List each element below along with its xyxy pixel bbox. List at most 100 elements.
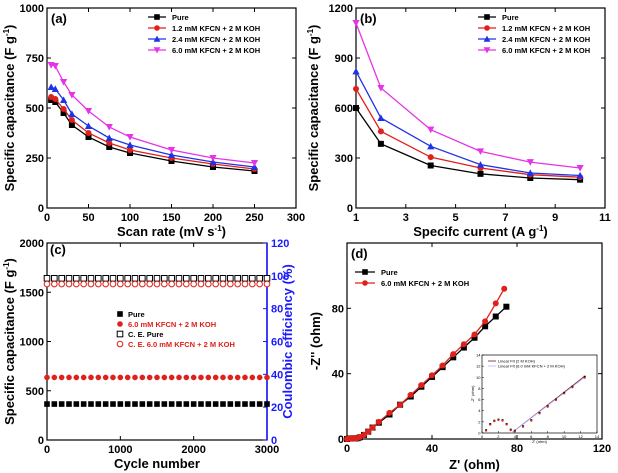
data-point [84, 108, 93, 115]
x-tick-label: 300 [287, 212, 305, 224]
data-point [241, 280, 249, 288]
data-point [146, 401, 153, 407]
data-point [397, 401, 404, 408]
data-point [183, 401, 190, 407]
data-point [161, 374, 168, 381]
data-point [109, 280, 117, 288]
data-point [219, 280, 227, 288]
data-point [375, 418, 382, 425]
data-point [168, 374, 175, 381]
inset-x-tick-label: 12 [578, 434, 583, 439]
data-point [132, 374, 138, 381]
data-point [264, 401, 270, 407]
series [48, 97, 258, 174]
data-point [102, 274, 109, 282]
data-point [131, 280, 139, 288]
data-point [492, 313, 499, 320]
data-point [361, 431, 367, 438]
legend-label: C. E. Pure [128, 330, 163, 339]
data-point [51, 85, 59, 92]
y-tick-label: 2000 [20, 238, 44, 250]
data-point [377, 128, 384, 135]
data-point [190, 374, 197, 381]
x-tick-label: 100 [121, 212, 139, 224]
data-point [84, 122, 93, 129]
panel-label: (b) [360, 11, 377, 26]
data-point [105, 124, 113, 131]
data-point [234, 274, 241, 282]
inset-x-tick-label: 10 [562, 434, 567, 439]
data-point [576, 171, 584, 179]
inset-x-label: Z' (ohm) [532, 439, 547, 444]
inset-data-point [571, 386, 574, 389]
x-tick-label: 0 [344, 443, 350, 455]
legend-marker [362, 280, 368, 286]
data-point [43, 274, 51, 282]
data-point [44, 401, 50, 407]
data-point [471, 334, 478, 341]
inset-data-point [563, 392, 566, 395]
data-point [526, 169, 534, 176]
data-point [249, 374, 256, 381]
legend-entry: C. E. Pure [116, 330, 163, 339]
data-point [68, 110, 76, 117]
right-axis-label: Coulombic efficiency (%) [280, 264, 295, 419]
series [353, 105, 584, 183]
data-point [190, 401, 197, 407]
data-point [429, 372, 435, 379]
data-point [503, 303, 510, 310]
data-point [80, 280, 87, 288]
data-point [256, 374, 263, 381]
data-point [234, 280, 241, 288]
data-point [176, 401, 182, 407]
x-tick-label: 40 [426, 443, 438, 455]
y-tick-label: 750 [26, 53, 44, 65]
data-point [110, 401, 116, 407]
data-point [126, 141, 134, 148]
data-point [66, 401, 72, 407]
data-point [139, 374, 146, 381]
x-axis-label: Specifc current (A g-1) [413, 224, 548, 239]
data-point [85, 130, 92, 136]
data-point [153, 274, 161, 282]
legend-marker [483, 47, 491, 54]
data-point [407, 391, 414, 398]
data-point [212, 280, 219, 288]
data-point [68, 117, 75, 123]
data-point [227, 280, 234, 288]
series-line [346, 288, 505, 440]
data-point [109, 274, 117, 282]
inset-y-tick-label: 2 [478, 419, 481, 424]
data-point [51, 280, 58, 288]
inset-data-point [513, 430, 516, 433]
data-point [256, 401, 263, 407]
data-point [117, 374, 124, 381]
data-point [60, 96, 68, 103]
data-point [117, 401, 124, 407]
legend-entry: C. E. 6.0 mM KFCN + 2 M KOH [116, 340, 235, 349]
y-tick-label: 1000 [20, 337, 44, 349]
data-point [369, 424, 376, 431]
y-tick-label: 300 [335, 153, 353, 165]
data-point [146, 280, 153, 288]
legend-marker [484, 14, 490, 20]
data-point [183, 274, 190, 282]
data-point [209, 155, 217, 162]
data-point [386, 409, 393, 416]
data-point [167, 151, 176, 158]
x-tick-label: 5 [453, 212, 459, 224]
inset-y-tick-label: 8 [478, 386, 481, 391]
x-axis-label: Cycle number [114, 456, 200, 471]
legend-marker [117, 311, 123, 317]
legend-label: 1.2 mM KFCN + 2 M KOH [502, 24, 590, 33]
data-point [576, 165, 584, 172]
x-tick-label: 2000 [181, 444, 205, 456]
data-point [377, 114, 385, 121]
series [352, 67, 584, 179]
x-tick-label: 50 [82, 212, 94, 224]
y-axis-label: Specific capacitance (F g-1) [2, 25, 17, 192]
data-point [460, 341, 467, 348]
legend-marker [116, 330, 124, 338]
data-point [190, 280, 197, 288]
legend-label: Pure [502, 13, 519, 22]
